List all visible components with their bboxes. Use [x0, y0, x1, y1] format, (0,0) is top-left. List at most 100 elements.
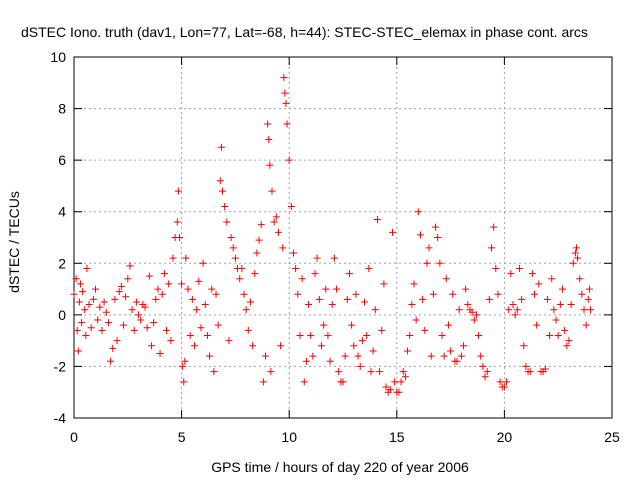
data-point — [363, 331, 371, 339]
data-point — [554, 331, 562, 339]
data-point — [201, 301, 209, 309]
data-point — [565, 337, 573, 345]
data-point — [251, 270, 259, 278]
data-point — [197, 324, 205, 332]
data-point — [72, 275, 80, 283]
data-point — [218, 187, 226, 195]
data-point — [315, 295, 323, 303]
data-point — [210, 368, 218, 376]
data-point — [277, 342, 285, 350]
data-point — [191, 342, 199, 350]
data-point — [569, 259, 577, 267]
data-point — [586, 306, 594, 314]
data-point — [249, 342, 257, 350]
data-point — [217, 143, 225, 151]
data-point — [87, 324, 95, 332]
data-point — [436, 259, 444, 267]
data-point — [330, 254, 338, 262]
data-point — [520, 342, 528, 350]
data-point — [163, 326, 171, 334]
data-point — [365, 264, 373, 272]
data-point — [388, 228, 396, 236]
data-point — [111, 295, 119, 303]
data-point — [507, 270, 515, 278]
x-axis-label: GPS time / hours of day 220 of year 2006 — [211, 459, 469, 475]
x-tick-label: 0 — [70, 429, 78, 445]
data-point — [352, 290, 360, 298]
data-point — [322, 285, 330, 293]
data-point — [425, 244, 433, 252]
data-point — [369, 347, 377, 355]
data-point — [457, 352, 465, 360]
data-point — [73, 326, 81, 334]
data-point — [147, 342, 155, 350]
data-point — [76, 280, 84, 288]
data-point — [401, 373, 409, 381]
data-point — [272, 213, 280, 221]
data-point — [343, 295, 351, 303]
data-point — [509, 301, 517, 309]
x-tick-label: 25 — [604, 429, 620, 445]
data-point — [309, 352, 317, 360]
data-point — [244, 326, 252, 334]
data-point — [382, 383, 390, 391]
data-point — [223, 218, 231, 226]
data-point — [326, 357, 334, 365]
data-point — [515, 264, 523, 272]
tick-layer: 0 5 10 15 20 25 -4 -2 0 2 4 6 8 10 — [50, 49, 620, 445]
data-point — [410, 280, 418, 288]
data-point — [367, 368, 375, 376]
data-point — [227, 234, 235, 241]
data-point — [221, 203, 229, 211]
data-point — [567, 301, 575, 309]
data-point — [82, 331, 90, 339]
data-point — [559, 285, 567, 293]
data-point — [225, 337, 233, 345]
data-point — [208, 285, 216, 293]
data-point — [528, 270, 536, 278]
data-point — [174, 187, 182, 195]
data-point — [126, 262, 134, 270]
y-tick-label: 4 — [58, 204, 66, 220]
data-point — [572, 244, 580, 252]
data-point — [584, 295, 592, 303]
data-point — [513, 306, 521, 314]
data-point — [257, 221, 265, 229]
data-point — [522, 362, 530, 370]
data-point — [124, 275, 132, 283]
data-point — [449, 290, 457, 298]
data-point — [487, 244, 495, 252]
data-point — [496, 378, 504, 386]
data-point — [104, 319, 112, 327]
data-point — [571, 249, 579, 257]
y-tick-label: -4 — [54, 410, 67, 426]
data-point — [206, 352, 214, 360]
data-point — [135, 311, 143, 319]
data-point — [107, 357, 115, 365]
data-point — [440, 352, 448, 360]
data-point — [156, 350, 164, 358]
y-tick-label: 2 — [58, 255, 66, 271]
data-point — [406, 331, 414, 339]
data-point — [109, 344, 117, 352]
data-point — [490, 223, 498, 231]
data-point — [83, 264, 91, 272]
data-point — [317, 342, 325, 350]
data-point — [173, 218, 181, 226]
data-point — [75, 298, 83, 306]
data-point — [145, 272, 153, 280]
data-point — [341, 352, 349, 360]
data-point — [438, 331, 446, 339]
data-point — [412, 316, 420, 324]
data-point — [475, 331, 483, 339]
data-point — [333, 285, 341, 293]
data-point — [266, 161, 274, 169]
data-point — [505, 306, 513, 314]
data-point — [265, 136, 273, 144]
data-point — [518, 295, 526, 303]
data-point — [100, 298, 108, 306]
data-point — [348, 321, 356, 329]
y-tick-label: -2 — [54, 358, 67, 374]
data-point — [117, 282, 125, 290]
